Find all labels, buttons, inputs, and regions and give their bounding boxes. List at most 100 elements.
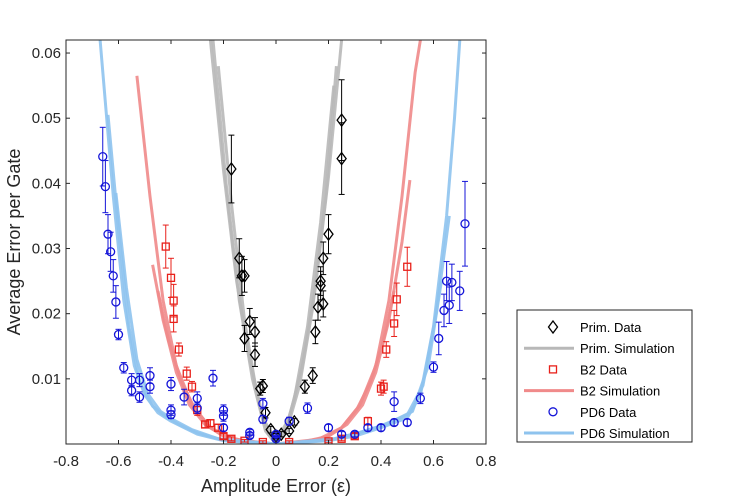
data-point-b2_data [182,369,191,378]
data-point-prim_data [312,300,324,315]
data-point-pd6_data [103,229,113,239]
data-point-pd6_data [428,362,439,372]
data-point-prim_data [239,268,250,283]
x-tick-label: 0 [272,453,280,470]
data-point-prim_data [310,324,321,340]
x-tick-label: -0.8 [53,453,79,470]
y-tick-label: 0.01 [32,371,61,388]
data-point-b2_data [169,314,178,324]
data-point-b2_data [200,420,210,429]
data-point-pd6_data [389,417,399,428]
data-point-b2_data [169,296,178,305]
data-point-prim_data [249,347,261,362]
data-point-b2_data [227,434,236,443]
data-point-pd6_data [192,393,202,404]
data-point-b2_data [206,418,215,428]
data-point-b2_data [392,295,401,304]
data-point-prim_data [317,296,329,311]
data-point-prim_data [315,278,326,293]
x-tick-label: 0.2 [318,453,339,470]
data-point-b2_data [240,436,249,444]
data-point-pd6_data [415,393,426,404]
legend-label: B2 Simulation [580,384,660,399]
x-tick-label: 0.6 [423,453,444,470]
y-tick-label: 0.05 [32,110,61,127]
sim-curve-pd6_sim [98,40,462,444]
data-point-pd6_data [323,423,334,433]
legend-label: PD6 Simulation [580,426,670,441]
y-tick-label: 0.03 [32,241,61,258]
legend-label: PD6 Data [580,405,637,420]
data-point-pd6_data [350,429,360,439]
tick-labels: -0.8 -0.6 -0.4 -0.2 0 0.2 0.4 0.6 0.8 0.01 0.02 0.0… [32,45,497,470]
x-axis-label: Amplitude Error (ε) [201,476,351,496]
data-point-b2_data [174,345,184,354]
data-point-pd6_data [245,430,255,441]
data-point-pd6_data [126,385,137,396]
data-point-prim_data [244,314,256,329]
data-point-prim_data [239,331,250,346]
data-point-pd6_data [208,373,218,383]
y-tick-label: 0.02 [32,306,61,323]
data-point-b2_data [258,437,268,444]
data-point-pd6_data [113,329,124,340]
data-point-prim_data [249,324,261,340]
data-point-pd6_data [336,429,347,439]
x-tick-label: -0.6 [106,453,132,470]
sim-curve-b2_sim [156,290,396,444]
data-point-pd6_data [271,429,281,439]
data-point-pd6_data [363,423,373,433]
y-tick-label: 0.04 [32,175,61,192]
data-point-b2_data [214,423,223,432]
data-point-pd6_data [105,247,116,257]
data-point-pd6_data [108,271,118,281]
data-point-b2_data [389,319,399,328]
y-tick-label: 0.06 [32,45,61,62]
data-point-pd6_data [455,286,465,296]
data-point-pd6_data [447,277,457,288]
data-point-prim_data [283,423,295,439]
data-point-pd6_data [441,276,452,286]
data-point-prim_data [289,414,300,429]
data-point-pd6_data [439,305,449,316]
legend-box [516,309,693,443]
data-point-pd6_data [460,219,470,229]
data-point-b2_data [324,437,333,444]
data-point-b2_data [187,382,197,391]
data-point-pd6_data [389,396,399,407]
x-tick-label: 0.8 [476,453,497,470]
plot-area [98,40,470,444]
data-point-pd6_data [258,414,268,424]
data-point-pd6_data [145,370,155,381]
data-point-pd6_data [192,403,202,413]
data-point-pd6_data [218,423,229,433]
sim-curve-pd6_sim [114,192,443,444]
data-point-pd6_data [434,333,444,344]
x-tick-label: -0.2 [211,453,237,470]
legend-marker-prim_data [547,319,559,335]
data-point-pd6_data [100,181,111,192]
data-point-pd6_data [111,297,121,307]
data-point-pd6_data [376,423,386,433]
data-point-prim_data [336,151,347,166]
data-point-b2_data [166,273,176,282]
axes [65,39,487,445]
x-tick-label: 0.4 [371,453,392,470]
data-point-prim_data [317,251,329,266]
data-point-pd6_data [218,411,229,421]
data-point-pd6_data [258,398,268,409]
data-point-b2_data [376,384,386,393]
data-point-pd6_data [134,392,145,402]
legend: Prim. Data Prim. Simulation B2 Data B2 Simu… [516,309,693,443]
data-point-prim_data [257,378,269,394]
data-point-prim_data [307,368,319,383]
sim-curve-prim_sim [211,40,338,444]
data-point-pd6_data [166,410,176,420]
data-point-pd6_data [166,379,176,389]
data-point-prim_data [299,379,311,394]
data-point-pd6_data [302,403,313,413]
data-point-pd6_data [284,416,294,426]
data-point-prim_data [265,422,277,437]
data-point-pd6_data [134,375,145,385]
data-point-b2_data [382,345,391,354]
